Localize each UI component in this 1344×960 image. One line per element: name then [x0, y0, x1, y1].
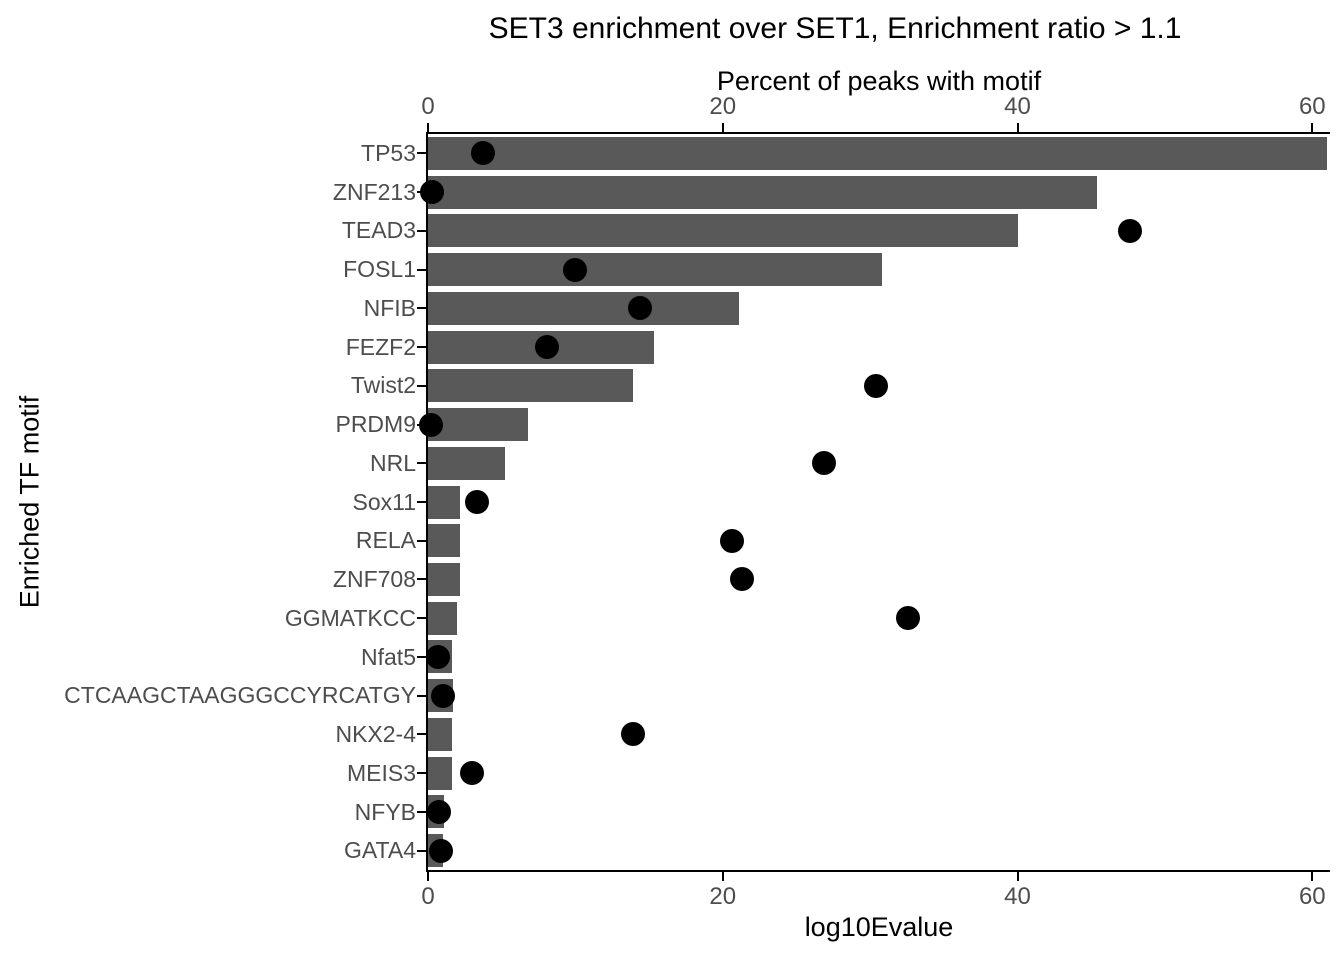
category-label: GATA4: [344, 837, 416, 864]
y-tick-mark: [417, 462, 426, 465]
bar: [428, 253, 882, 287]
data-point: [418, 412, 443, 437]
y-tick-mark: [417, 578, 426, 581]
category-label: FEZF2: [345, 333, 416, 360]
bottom-tick-label: 40: [1004, 883, 1031, 910]
top-axis-line: [426, 132, 1330, 134]
bar: [428, 717, 452, 751]
top-tick-mark: [1311, 123, 1314, 132]
data-point: [426, 644, 451, 669]
category-label: MEIS3: [346, 759, 416, 786]
category-label: GGMATKCC: [284, 604, 416, 631]
category-label: TP53: [361, 140, 416, 166]
y-tick-mark: [417, 384, 426, 387]
top-tick-label: 20: [709, 93, 737, 120]
bar: [428, 175, 1098, 209]
bar: [428, 524, 461, 558]
y-tick-mark: [417, 772, 426, 775]
data-point: [464, 490, 489, 514]
bottom-tick-mark: [721, 872, 724, 881]
bottom-tick-mark: [427, 872, 429, 881]
top-tick-mark: [427, 123, 429, 132]
bar: [428, 446, 505, 480]
data-point: [620, 722, 645, 747]
y-tick-mark: [417, 268, 426, 271]
category-label: TEAD3: [341, 217, 416, 244]
bottom-tick-label: 20: [709, 883, 737, 910]
category-label: FOSL1: [343, 256, 416, 283]
bottom-axis-line: [426, 870, 1330, 872]
category-label: RELA: [355, 527, 416, 554]
category-label: NFYB: [354, 798, 416, 825]
bar: [428, 756, 452, 790]
y-tick-mark: [417, 849, 426, 852]
category-label: NFIB: [363, 294, 416, 321]
y-tick-mark: [417, 346, 426, 349]
bar: [428, 214, 1018, 248]
data-point: [864, 373, 889, 398]
y-tick-mark: [417, 539, 426, 542]
top-tick-mark: [1016, 123, 1019, 132]
category-label: NKX2-4: [335, 721, 416, 748]
data-point: [729, 567, 754, 592]
data-point: [427, 799, 452, 824]
bar: [428, 485, 461, 519]
data-point: [628, 296, 653, 321]
left-axis-line: [426, 132, 428, 872]
data-point: [812, 451, 837, 476]
y-tick-mark: [417, 501, 426, 503]
data-point: [535, 335, 560, 360]
data-point: [719, 528, 744, 553]
y-tick-mark: [417, 617, 426, 620]
y-tick-mark: [417, 810, 426, 813]
category-label: NRL: [369, 449, 416, 476]
category-label: PRDM9: [335, 411, 416, 438]
bar: [428, 601, 458, 635]
y-tick-mark: [417, 307, 426, 310]
data-point: [896, 606, 921, 631]
top-axis-title: Percent of peaks with motif: [716, 66, 1042, 96]
bottom-tick-label: 60: [1298, 883, 1326, 910]
category-label: ZNF708: [332, 566, 416, 593]
bottom-axis-title: log10Evalue: [804, 912, 954, 942]
y-tick-mark: [417, 655, 426, 658]
data-point: [420, 180, 445, 205]
category-label: Nfat5: [361, 643, 416, 670]
data-point: [563, 257, 588, 282]
data-point: [428, 838, 453, 863]
top-tick-label: 60: [1298, 93, 1326, 120]
bar: [428, 291, 739, 325]
bar: [428, 408, 529, 442]
bottom-tick-mark: [1311, 872, 1314, 881]
bottom-tick-mark: [1016, 872, 1019, 881]
top-tick-label: 0: [421, 93, 435, 120]
data-point: [430, 683, 455, 708]
y-tick-mark: [417, 694, 426, 697]
category-label: CTCAAGCTAAGGGCCYRCATGY: [64, 682, 416, 709]
bar: [428, 562, 461, 596]
y-tick-mark: [417, 229, 426, 232]
category-label: ZNF213: [332, 178, 416, 205]
top-tick-mark: [721, 123, 724, 132]
data-point: [1117, 218, 1142, 243]
bar: [428, 136, 1328, 170]
bar: [428, 369, 633, 403]
y-tick-mark: [417, 733, 426, 736]
data-point: [460, 761, 485, 786]
top-tick-label: 40: [1004, 93, 1031, 120]
bottom-tick-label: 0: [421, 883, 435, 910]
data-point: [470, 141, 495, 166]
y-tick-mark: [417, 152, 426, 155]
category-label: Sox11: [352, 488, 416, 515]
chart-title: SET3 enrichment over SET1, Enrichment ra…: [488, 12, 1182, 45]
category-label: Twist2: [350, 372, 416, 399]
